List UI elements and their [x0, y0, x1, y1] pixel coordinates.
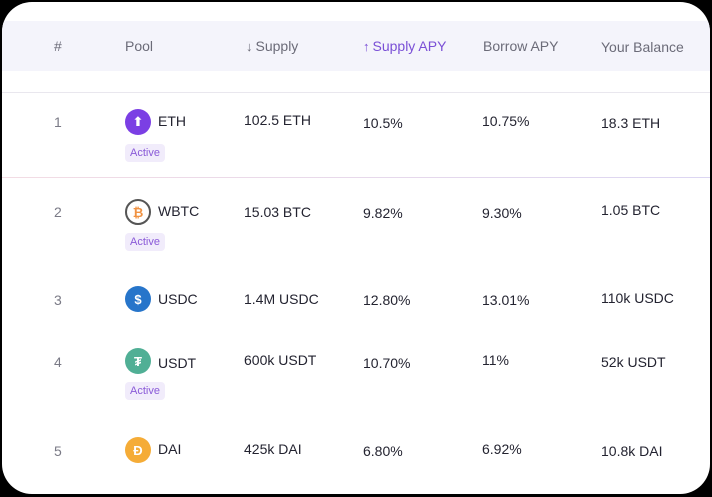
supply-apy-value: 10.70%	[363, 355, 411, 371]
eth-icon: ⬆	[125, 109, 151, 135]
header-supply-label: Supply	[255, 38, 299, 54]
supply-apy-value: 12.80%	[363, 292, 411, 308]
table-header: # Pool ↓ Supply ↑ Supply APY Borrow APY Yo…	[2, 21, 710, 71]
row-divider	[2, 177, 710, 178]
supply-value: 1.4M USDC	[244, 291, 319, 307]
arrow-up-icon: ↑	[363, 39, 370, 54]
status-badge: Active	[125, 144, 165, 162]
row-index: 4	[54, 354, 62, 370]
status-badge: Active	[125, 382, 165, 400]
borrow-apy-value: 11%	[482, 352, 509, 368]
pool-name: USDC	[158, 291, 198, 307]
supply-apy-value: 10.5%	[363, 115, 403, 131]
header-index: #	[54, 38, 62, 54]
header-supply-apy-label: Supply APY	[372, 38, 447, 54]
supply-value: 15.03 BTC	[244, 204, 311, 220]
header-supply-apy[interactable]: ↑ Supply APY	[363, 38, 446, 54]
supply-apy-value: 9.82%	[363, 205, 403, 221]
pool-name: USDT	[158, 355, 197, 371]
usdc-icon: $	[125, 286, 151, 312]
balance-value: 10.8k DAI	[601, 443, 663, 459]
row-index: 1	[54, 114, 62, 130]
row-divider	[2, 92, 710, 93]
dai-icon: Đ	[125, 437, 151, 463]
balance-value: 110k USDC	[601, 290, 674, 306]
supply-value: 425k DAI	[244, 441, 302, 457]
pool-name: DAI	[158, 441, 182, 457]
balance-value: 52k USDT	[601, 354, 666, 370]
wbtc-icon: ₿	[125, 199, 151, 225]
row-index: 3	[54, 292, 62, 308]
balance-value: 18.3 ETH	[601, 115, 661, 131]
borrow-apy-value: 13.01%	[482, 292, 530, 308]
pool-name: WBTC	[158, 203, 200, 219]
header-balance[interactable]: Your Balance	[601, 39, 684, 55]
header-supply[interactable]: ↓ Supply	[246, 38, 298, 54]
usdt-icon: ₮	[125, 348, 151, 374]
row-index: 5	[54, 443, 62, 459]
supply-value: 102.5 ETH	[244, 112, 311, 128]
header-borrow-apy[interactable]: Borrow APY	[483, 38, 559, 54]
balance-value: 1.05 BTC	[601, 202, 661, 218]
status-badge: Active	[125, 233, 165, 251]
arrow-down-icon: ↓	[246, 39, 253, 54]
borrow-apy-value: 10.75%	[482, 113, 530, 129]
pool-name: ETH	[158, 113, 186, 129]
borrow-apy-value: 9.30%	[482, 205, 522, 221]
supply-value: 600k USDT	[244, 352, 317, 368]
row-index: 2	[54, 204, 62, 220]
borrow-apy-value: 6.92%	[482, 441, 522, 457]
header-pool[interactable]: Pool	[125, 38, 154, 54]
supply-apy-value: 6.80%	[363, 443, 403, 459]
